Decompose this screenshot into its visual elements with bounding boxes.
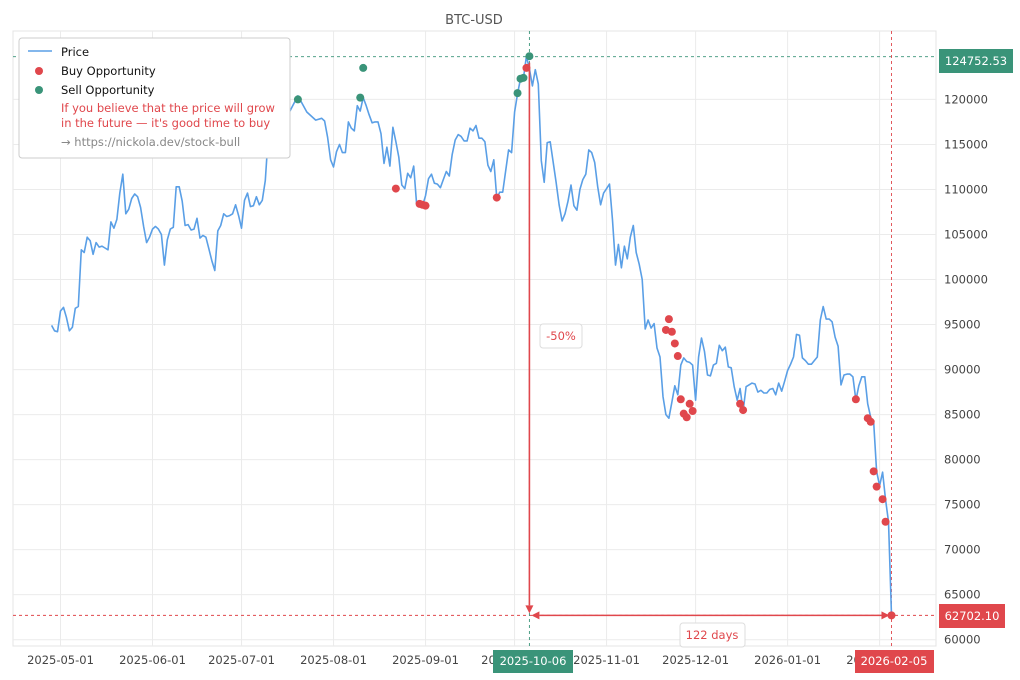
drop-percent-text: -50% — [546, 329, 576, 343]
y-tick-label: 110000 — [944, 182, 988, 196]
sell-markers — [293, 52, 534, 104]
sell-marker — [525, 52, 534, 61]
legend-buy-swatch — [35, 67, 43, 75]
x-tick-label: 2026-01-01 — [754, 653, 821, 667]
buy-marker — [670, 339, 679, 348]
buy-marker — [492, 193, 501, 202]
min-price-text: 62702.10 — [945, 609, 1000, 623]
buy-marker — [872, 482, 881, 491]
min-date-tag: 2026-02-05 — [855, 650, 934, 673]
sell-marker — [293, 95, 302, 104]
buy-marker — [682, 413, 691, 422]
x-tick-label: 2025-08-01 — [300, 653, 367, 667]
drop-label: -50% — [539, 323, 583, 349]
legend-buy-label: Buy Opportunity — [61, 64, 156, 78]
min-date-text: 2026-02-05 — [861, 654, 928, 668]
plot-frame — [12, 30, 937, 647]
y-tick-label: 90000 — [944, 363, 981, 377]
x-tick-label: 2025-07-01 — [208, 653, 275, 667]
price-series-line — [50, 55, 893, 616]
buy-marker — [866, 417, 875, 426]
x-tick-label: 2025-11-01 — [573, 653, 640, 667]
buy-marker — [736, 399, 745, 408]
drop-arrow-head — [525, 605, 534, 614]
x-tick-label: 2025-12-01 — [662, 653, 729, 667]
legend: Price Buy Opportunity Sell Opportunity I… — [18, 37, 291, 159]
span-arrow-head-left — [531, 611, 540, 620]
y-tick-label: 65000 — [944, 588, 981, 602]
y-tick-label: 60000 — [944, 633, 981, 647]
buy-marker — [676, 395, 685, 404]
max-date-tag: 2025-10-06 — [493, 650, 573, 673]
buy-marker — [878, 495, 887, 504]
legend-sell-label: Sell Opportunity — [61, 83, 155, 97]
max-date-text: 2025-10-06 — [500, 654, 567, 668]
legend-link: → https://nickola.dev/stock-bull — [61, 135, 240, 149]
buy-marker — [522, 63, 531, 72]
buy-marker — [688, 406, 697, 415]
legend-note-line1: If you believe that the price will grow — [61, 101, 275, 115]
x-tick-label: 2025-05-01 — [27, 653, 94, 667]
buy-marker — [421, 201, 430, 210]
buy-marker — [664, 315, 673, 324]
x-axis-ticks: 2025-05-01 2025-06-01 2025-07-01 2025-08-01… — [27, 653, 913, 667]
buy-marker — [851, 395, 860, 404]
y-tick-label: 100000 — [944, 273, 988, 287]
legend-price-label: Price — [61, 45, 89, 59]
sell-marker — [513, 89, 522, 98]
drawdown-arrows — [525, 62, 890, 620]
sell-marker — [519, 73, 528, 82]
max-price-tag: 124752.53 — [939, 49, 1013, 73]
y-tick-label: 120000 — [944, 92, 988, 106]
y-tick-label: 70000 — [944, 543, 981, 557]
x-tick-label: 2025-09-01 — [392, 653, 459, 667]
buy-marker — [685, 399, 694, 408]
buy-marker — [673, 352, 682, 361]
span-arrow-head-right — [881, 611, 890, 620]
legend-note-line2: in the future — it's good time to buy — [61, 116, 270, 130]
buy-marker — [391, 184, 400, 193]
y-tick-label: 105000 — [944, 227, 988, 241]
span-days-text: 122 days — [686, 628, 739, 642]
y-tick-label: 75000 — [944, 498, 981, 512]
buy-marker — [881, 517, 890, 526]
buy-marker — [869, 467, 878, 476]
legend-box — [18, 37, 291, 159]
y-tick-label: 115000 — [944, 137, 988, 151]
max-price-text: 124752.53 — [945, 54, 1007, 68]
buy-marker — [739, 406, 748, 415]
x-tick-label: 2025-06-01 — [119, 653, 186, 667]
y-tick-label: 80000 — [944, 453, 981, 467]
sell-marker — [356, 93, 365, 102]
span-label: 122 days — [679, 622, 746, 648]
buy-marker — [887, 611, 896, 620]
y-tick-label: 95000 — [944, 318, 981, 332]
y-axis-ticks: 60000 65000 70000 75000 80000 85000 90000 95000… — [944, 92, 988, 646]
grid — [13, 31, 936, 646]
chart-title: BTC-USD — [445, 13, 503, 28]
sell-marker — [359, 63, 368, 72]
buy-marker — [667, 327, 676, 336]
min-price-tag: 62702.10 — [939, 604, 1005, 628]
legend-sell-swatch — [35, 86, 43, 94]
buy-markers — [391, 63, 896, 620]
y-tick-label: 85000 — [944, 408, 981, 422]
